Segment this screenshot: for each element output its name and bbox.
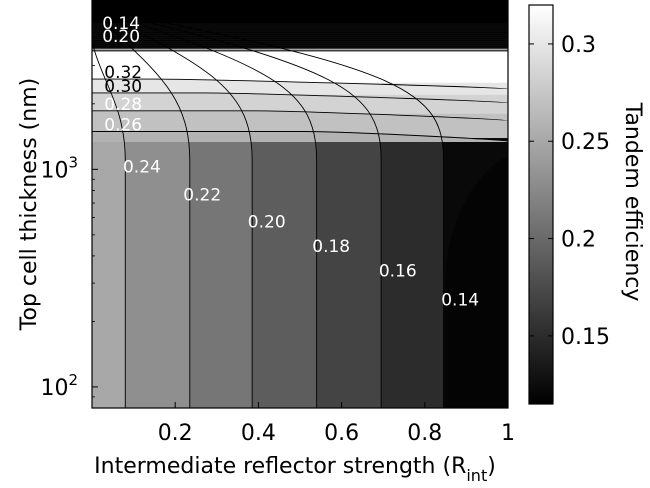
x-tick-label: 0.2 <box>158 421 193 446</box>
x-tick-label: 0.8 <box>407 421 442 446</box>
contour-label: 0.14 <box>441 290 479 310</box>
contour-label: 0.32 <box>104 63 142 83</box>
contour-line-0.20 <box>92 8 253 408</box>
x-axis-label: Intermediate reflector strength (Rint) <box>94 454 496 485</box>
contour-lines <box>92 7 508 408</box>
contour-label: 0.30 <box>104 77 142 97</box>
contour-label: 0.24 <box>123 157 161 177</box>
contour-line-0.16 <box>92 8 382 408</box>
contour-line-0.18 <box>92 8 318 408</box>
y-tick-label: 103 <box>40 153 78 183</box>
colorbar-tick-label: 0.25 <box>561 130 610 155</box>
contour-label: 0.16 <box>379 261 417 281</box>
contour-line-0.24 <box>92 37 126 408</box>
x-tick-label: 0.6 <box>324 421 359 446</box>
contour-label: 0.18 <box>312 237 350 257</box>
contour-label: 0.14 <box>102 14 140 34</box>
band-transition <box>92 79 508 90</box>
contour-line-top <box>92 78 508 90</box>
contour-line-top <box>92 92 508 104</box>
contour-label: 0.22 <box>183 185 221 205</box>
contour-line-top <box>92 131 508 142</box>
plot-frame <box>91 0 509 409</box>
band-region <box>92 72 508 84</box>
colorbar-ticks: 0.15 0.2 0.25 0.3 <box>529 33 610 350</box>
contour-label: 0.20 <box>248 212 286 232</box>
colorbar: 0.15 0.2 0.25 0.3 Tandem efficiency <box>528 4 645 405</box>
x-tick-label: 0.4 <box>241 421 276 446</box>
band-transition <box>92 110 508 122</box>
band-transition <box>92 131 508 142</box>
x-axis: 0.2 0.4 0.6 0.8 1 <box>158 402 515 446</box>
x-tick-label: 1 <box>501 421 515 446</box>
contour-region-min <box>445 156 508 408</box>
contour-line-0.22 <box>92 9 191 408</box>
colorbar-tick-label: 0.2 <box>561 228 596 253</box>
y-axis-label: Top cell thickness (nm) <box>17 78 42 331</box>
y-tick-label: 102 <box>40 371 78 401</box>
colorbar-label: Tandem efficiency <box>620 102 645 302</box>
contour-fill-regions <box>92 0 508 408</box>
plot-area: 0.240.220.200.180.160.140.140.200.320.30… <box>91 0 509 409</box>
contour-line-0.14 <box>92 7 444 408</box>
contour-labels: 0.240.220.200.180.160.140.140.200.320.30… <box>102 14 479 310</box>
contour-label: 0.28 <box>104 95 142 115</box>
band-transition <box>92 92 508 104</box>
band-region <box>92 0 508 24</box>
band-peak <box>92 50 508 68</box>
contour-line-top <box>92 110 508 122</box>
colorbar-tick-label: 0.3 <box>561 33 596 58</box>
y-axis: 102 103 <box>40 0 98 409</box>
contour-label: 0.26 <box>104 115 142 135</box>
contour-label: 0.20 <box>102 27 140 47</box>
colorbar-gradient <box>528 4 554 405</box>
colorbar-tick-label: 0.15 <box>561 325 610 350</box>
